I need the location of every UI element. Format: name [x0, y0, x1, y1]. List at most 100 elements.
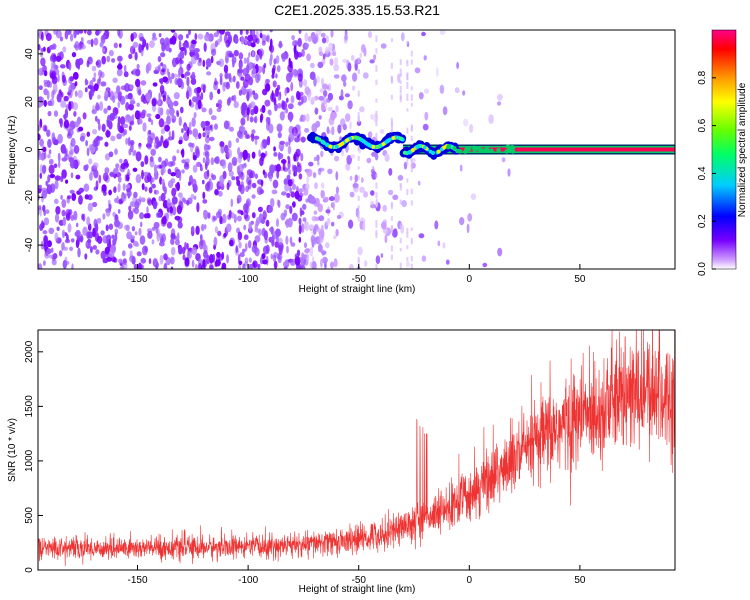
spectrogram-cell — [72, 102, 79, 111]
spectrogram-cell — [375, 255, 381, 265]
spectrogram-cell — [272, 80, 277, 88]
spectrogram-cell — [341, 74, 347, 83]
spectrogram-cell — [298, 224, 302, 235]
spectrogram-cell — [213, 80, 219, 86]
spectrogram-cell — [275, 73, 278, 79]
spectrogram-cell — [182, 42, 189, 48]
spectrogram-cell — [300, 153, 304, 162]
spectrogram-cell — [139, 235, 146, 245]
spectrogram-cell — [53, 163, 58, 169]
spectrogram-cell — [131, 226, 135, 232]
signal-blob — [436, 149, 441, 154]
spectrogram-cell — [129, 45, 136, 55]
spectrogram-cell — [303, 79, 308, 87]
spectrogram-cell — [375, 132, 378, 140]
spectrogram-cell — [167, 136, 174, 141]
spectrogram-cell — [127, 136, 131, 147]
spectrogram-cell — [359, 106, 365, 113]
spectrogram-cell — [406, 245, 409, 250]
spectrogram-cell — [442, 106, 448, 116]
spectrogram-cell — [185, 71, 191, 76]
x-tick-label: 50 — [574, 575, 586, 586]
spectrogram-cell — [47, 100, 53, 106]
spectrogram-cell — [210, 157, 214, 166]
spectrogram-cell — [48, 227, 55, 234]
spectrogram-cell — [265, 83, 271, 92]
spectrogram-cell — [410, 102, 413, 107]
colorbar-tick-label: 0.6 — [697, 118, 708, 132]
spectrogram-cell — [272, 254, 277, 262]
x-tick-label: 0 — [467, 274, 473, 285]
spectrogram-cell — [105, 237, 110, 244]
spectrogram-cell — [392, 194, 399, 201]
spectrogram-cell — [123, 193, 127, 199]
spectrogram-cell — [68, 62, 72, 71]
spectrogram-cell — [384, 153, 390, 162]
signal-blob — [307, 133, 315, 142]
spectrogram-cell — [147, 230, 153, 239]
spectrogram-cell — [202, 132, 206, 138]
spectrogram-cell — [46, 129, 51, 137]
spectrogram-cell — [246, 91, 250, 102]
spectrogram-cell — [141, 245, 148, 256]
spectrogram-cell — [112, 77, 118, 84]
y-tick-label: 1500 — [24, 395, 35, 418]
spectrogram-cell — [104, 167, 110, 174]
spectrogram-cell — [83, 164, 89, 172]
spectrogram-cell — [410, 161, 413, 166]
spectrogram-cell — [310, 195, 316, 205]
spectrogram-cell — [191, 55, 197, 65]
spectrogram-cell — [379, 129, 385, 134]
spectrogram-cell — [242, 149, 248, 160]
spectrogram-cell — [325, 242, 330, 249]
spectrogram-cell — [260, 218, 265, 224]
spectrogram-cell — [190, 193, 195, 200]
spectrogram-cell — [236, 179, 241, 187]
spectrogram-cell — [304, 248, 310, 254]
spectrogram-cell — [140, 221, 143, 228]
spectrogram-cell — [62, 216, 67, 226]
spectrogram-cell — [125, 224, 130, 232]
spectrogram-cell — [375, 79, 378, 85]
signal-blob — [344, 138, 349, 143]
spectrogram-cell — [370, 113, 374, 120]
spectrogram-cell — [238, 131, 244, 140]
spectrogram-cell — [74, 120, 80, 128]
spectrogram-cell — [325, 35, 329, 44]
spectrogram-cell — [344, 164, 349, 170]
spectrogram-cell — [366, 157, 372, 164]
spectrogram-cell — [219, 141, 225, 148]
spectrogram-cell — [134, 51, 138, 61]
spectrogram-cell — [74, 231, 80, 237]
spectrogram-cell — [276, 218, 279, 228]
y-tick-label: 500 — [24, 507, 35, 524]
y-tick-label: 2000 — [24, 340, 35, 363]
spectrogram-cell — [108, 151, 114, 158]
spectrogram-cell — [205, 135, 210, 144]
spectrogram-cell — [77, 247, 81, 258]
spectrogram-cell — [361, 177, 364, 183]
spectrogram-cell — [271, 189, 278, 195]
spectrogram-cell — [105, 224, 109, 232]
spectrogram-cell — [329, 196, 335, 202]
spectrogram-cell — [445, 259, 450, 265]
spectrogram-cell — [328, 42, 333, 51]
spectrogram-cell — [183, 125, 189, 131]
spectrogram-cell — [170, 233, 176, 240]
spectrogram-cell — [311, 261, 317, 269]
spectrogram-cell — [221, 251, 225, 260]
spectrogram-cell — [229, 126, 234, 132]
spectrogram-cell — [254, 235, 261, 243]
spectrogram-cell — [357, 211, 360, 219]
spectrogram-cell — [300, 136, 306, 143]
spectrogram-cell — [323, 90, 328, 97]
spectrogram-cell — [290, 81, 294, 92]
spectrogram-cell — [188, 142, 193, 148]
spectrogram-cell — [119, 158, 123, 164]
spectrogram-cell — [333, 235, 337, 240]
spectrogram-cell — [239, 252, 245, 258]
spectrogram-cell — [399, 68, 402, 76]
spectrogram-cell — [159, 176, 163, 185]
spectrogram-cell — [310, 96, 316, 102]
